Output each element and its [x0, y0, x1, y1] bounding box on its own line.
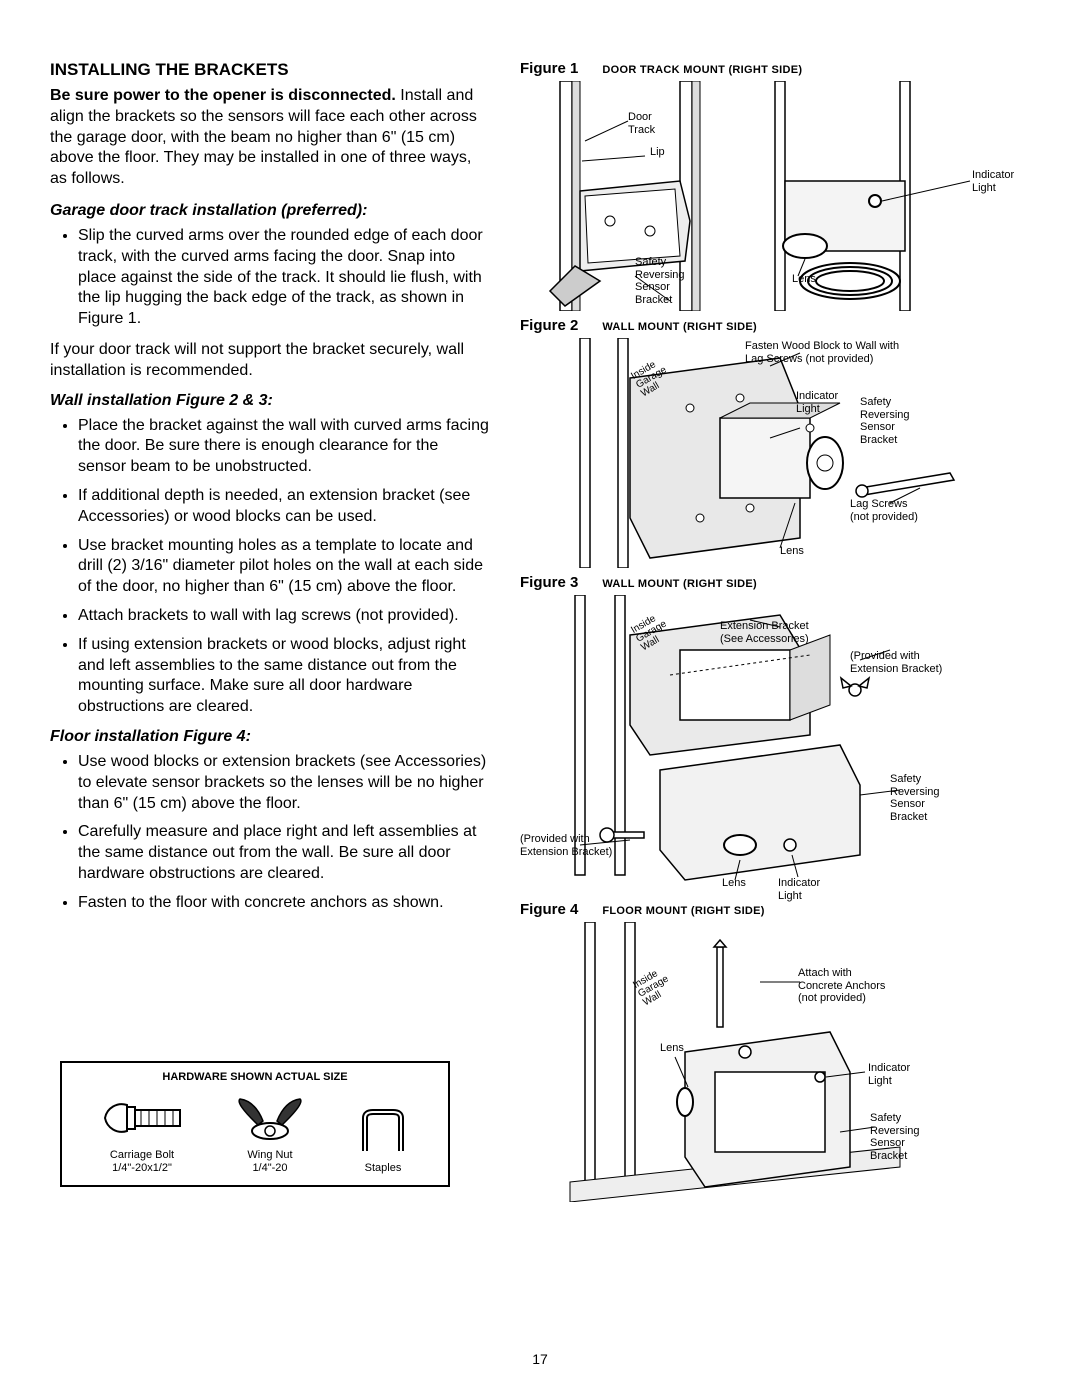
fig2-fasten-label: Fasten Wood Block to Wall with Lag Screw…: [745, 340, 899, 365]
fig1-lens-label: Lens: [792, 273, 816, 286]
intro-bold: Be sure power to the opener is disconnec…: [50, 87, 396, 104]
list-item: Fasten to the floor with concrete anchor…: [78, 893, 490, 914]
wall-install-bullets: Place the bracket against the wall with …: [50, 416, 490, 718]
garage-track-heading: Garage door track installation (preferre…: [50, 202, 490, 220]
fig4-indicator-label: Indicator Light: [868, 1062, 910, 1087]
figure-4: Figure 4 FLOOR MOUNT (RIGHT SIDE): [520, 901, 1030, 1202]
list-item: Carefully measure and place right and le…: [78, 822, 490, 884]
fig3-num: Figure 3: [520, 574, 578, 591]
list-item: Use bracket mounting holes as a template…: [78, 536, 490, 598]
figure-3: Figure 3 WALL MOUNT (RIGHT SIDE): [520, 574, 1030, 895]
list-item: If additional depth is needed, an extens…: [78, 486, 490, 528]
fig1-title: DOOR TRACK MOUNT (RIGHT SIDE): [602, 64, 802, 76]
fig3-safety-label: Safety Reversing Sensor Bracket: [890, 773, 940, 824]
fig2-num: Figure 2: [520, 317, 578, 334]
fig2-indicator-label: Indicator Light: [796, 390, 838, 415]
fig4-safety-label: Safety Reversing Sensor Bracket: [870, 1112, 920, 1163]
fig2-illustration: [520, 338, 1010, 568]
hardware-title: HARDWARE SHOWN ACTUAL SIZE: [78, 1071, 432, 1083]
floor-install-heading: Floor installation Figure 4:: [50, 728, 490, 746]
fig4-lens-label: Lens: [660, 1042, 684, 1055]
hw-item-name: Wing Nut: [225, 1149, 315, 1162]
hardware-box: HARDWARE SHOWN ACTUAL SIZE Carriage Bolt…: [60, 1061, 450, 1187]
fig2-lag-label: Lag Screws (not provided): [850, 498, 918, 523]
fig1-indicator-label: Indicator Light: [972, 169, 1014, 194]
hw-wing-nut: Wing Nut 1/4"-20: [225, 1093, 315, 1175]
hw-item-spec: 1/4"-20: [225, 1162, 315, 1175]
fig3-provided2-label: (Provided with Extension Bracket): [520, 833, 612, 858]
fig2-title: WALL MOUNT (RIGHT SIDE): [602, 321, 757, 333]
list-item: Attach brackets to wall with lag screws …: [78, 606, 490, 627]
list-item: Place the bracket against the wall with …: [78, 416, 490, 478]
list-item: If using extension brackets or wood bloc…: [78, 635, 490, 718]
hw-item-spec: 1/4"-20x1/2": [97, 1162, 187, 1175]
staples-icon: [353, 1106, 413, 1156]
left-column: INSTALLING THE BRACKETS Be sure power to…: [50, 60, 490, 1208]
hw-staples: Staples: [353, 1106, 413, 1175]
fig4-attach-label: Attach with Concrete Anchors (not provid…: [798, 967, 885, 1005]
hw-carriage-bolt: Carriage Bolt 1/4"-20x1/2": [97, 1093, 187, 1175]
figure-1: Figure 1 DOOR TRACK MOUNT (RIGHT SIDE): [520, 60, 1030, 311]
wing-nut-icon: [225, 1093, 315, 1143]
garage-track-after: If your door track will not support the …: [50, 340, 490, 382]
hw-item-name: Carriage Bolt: [97, 1149, 187, 1162]
fig3-provided-label: (Provided with Extension Bracket): [850, 650, 942, 675]
fig3-ext-label: Extension Bracket (See Accessories): [720, 620, 809, 645]
floor-install-bullets: Use wood blocks or extension brackets (s…: [50, 752, 490, 914]
carriage-bolt-icon: [97, 1093, 187, 1143]
fig4-title: FLOOR MOUNT (RIGHT SIDE): [602, 905, 764, 917]
fig3-indicator-label: Indicator Light: [778, 877, 820, 902]
list-item: Use wood blocks or extension brackets (s…: [78, 752, 490, 814]
fig3-lens-label: Lens: [722, 877, 746, 890]
fig3-title: WALL MOUNT (RIGHT SIDE): [602, 578, 757, 590]
list-item: Slip the curved arms over the rounded ed…: [78, 226, 490, 330]
garage-track-bullets: Slip the curved arms over the rounded ed…: [50, 226, 490, 330]
fig2-safety-label: Safety Reversing Sensor Bracket: [860, 396, 910, 447]
fig1-illustration: [520, 81, 1010, 311]
fig4-illustration: [520, 922, 1010, 1202]
right-column: Figure 1 DOOR TRACK MOUNT (RIGHT SIDE): [520, 60, 1030, 1208]
fig1-num: Figure 1: [520, 60, 578, 77]
fig1-lip-label: Lip: [650, 146, 665, 159]
page-number: 17: [0, 1351, 1080, 1367]
section-title: INSTALLING THE BRACKETS: [50, 60, 490, 80]
intro-paragraph: Be sure power to the opener is disconnec…: [50, 86, 490, 190]
fig4-num: Figure 4: [520, 901, 578, 918]
fig1-door-track-label: Door Track: [628, 111, 655, 136]
fig2-lens-label: Lens: [780, 545, 804, 558]
wall-install-heading: Wall installation Figure 2 & 3:: [50, 392, 490, 410]
fig1-safety-label: Safety Reversing Sensor Bracket: [635, 256, 685, 307]
hw-item-name: Staples: [353, 1162, 413, 1175]
figure-2: Figure 2 WALL MOUNT (RIGHT SIDE): [520, 317, 1030, 568]
